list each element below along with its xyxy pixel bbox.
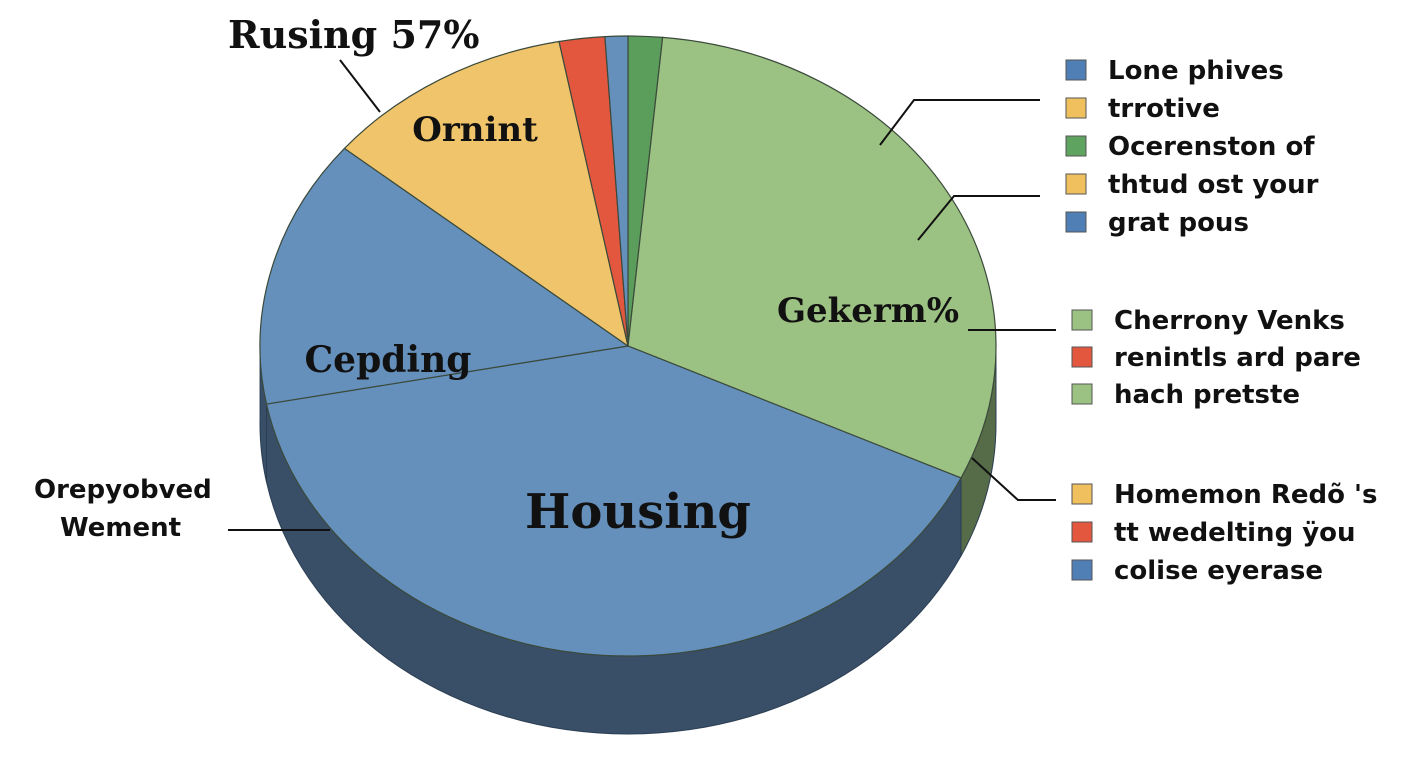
- legend-swatch: [1065, 59, 1087, 81]
- legend-swatch: [1065, 173, 1087, 195]
- legend-leader-4: [971, 457, 1056, 501]
- pie-slice-labels: Gekerm% Housing Cepding Ornint: [305, 110, 959, 540]
- pie-slice-3: [259, 147, 630, 405]
- legend-label: grat pous: [1108, 208, 1249, 238]
- pie-slice-4: [343, 40, 629, 348]
- legend-label: thtud ost your: [1108, 170, 1319, 200]
- pie-slice-label: Cepding: [305, 339, 472, 381]
- legend-swatch: [1071, 559, 1093, 581]
- pie-slice-2: [265, 345, 962, 657]
- legend-swatch: [1065, 97, 1087, 119]
- legend-leader-1: [879, 99, 1040, 146]
- legend-label: Cherrony Venks: [1114, 306, 1345, 336]
- legend-leader-2: [917, 195, 1040, 241]
- legend-label: trrotive: [1108, 94, 1220, 124]
- legend-label: Lone phives: [1108, 56, 1284, 86]
- legend: Lone phives trrotive Ocerenston of thtud os…: [1065, 56, 1377, 586]
- legend-label: hach pretste: [1114, 380, 1300, 410]
- legend-swatch: [1071, 483, 1093, 505]
- side-annotation-line-1: Orepyobved: [34, 475, 212, 505]
- legend-swatch: [1071, 521, 1093, 543]
- legend-swatch: [1071, 383, 1093, 405]
- legend-label: Homemon Redõ 's: [1114, 480, 1377, 510]
- legend-swatch: [1065, 211, 1087, 233]
- legend-swatch: [1071, 309, 1093, 331]
- pie-slice-label: Gekerm%: [777, 291, 959, 331]
- callout-title: Rusing 57%: [228, 12, 479, 57]
- legend-swatch: [1065, 135, 1087, 157]
- legend-label: Ocerenston of: [1108, 132, 1315, 162]
- legend-label: renintls ard pare: [1114, 343, 1361, 373]
- pie-slice-label: Ornint: [412, 110, 538, 150]
- legend-label: colise eyerase: [1114, 556, 1323, 586]
- legend-label: tt wedelting ÿou: [1114, 518, 1356, 548]
- pie-slice-1: [627, 36, 997, 479]
- side-annotation-line-2: Wement: [60, 513, 181, 543]
- legend-swatch: [1071, 346, 1093, 368]
- pie-slice-label: Housing: [525, 484, 751, 540]
- pie-slice-6: [604, 35, 629, 347]
- callout-title-leader: [339, 59, 381, 113]
- pie-slices: [259, 35, 997, 657]
